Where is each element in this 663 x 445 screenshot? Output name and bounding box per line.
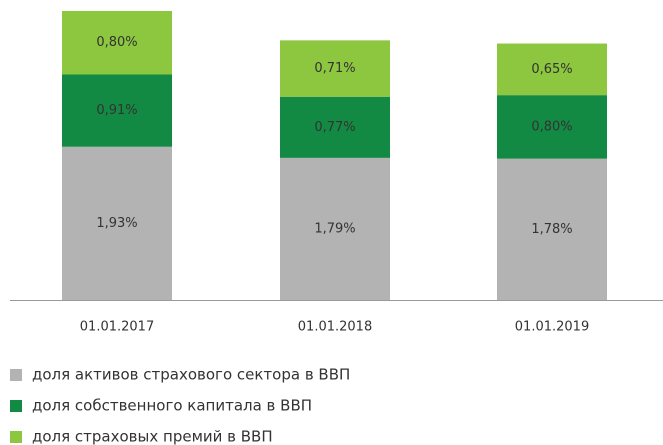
value-label: 0,80%	[96, 35, 137, 50]
legend-label: доля страховых премий в ВВП	[32, 428, 273, 445]
x-tick-label: 01.01.2018	[298, 320, 372, 335]
bar-segment	[62, 10, 172, 75]
x-tick-label: 01.01.2017	[80, 320, 154, 335]
bar-segment	[62, 74, 172, 147]
value-label: 1,93%	[96, 216, 137, 231]
legend-swatch	[10, 369, 22, 381]
bar-segment	[497, 158, 607, 300]
bar-segment	[497, 43, 607, 96]
x-tick-label: 01.01.2019	[515, 320, 589, 335]
value-label: 0,65%	[531, 62, 572, 77]
value-label: 0,77%	[314, 120, 355, 135]
legend-label: доля собственного капитала в ВВП	[32, 397, 312, 415]
value-label: 0,91%	[96, 103, 137, 118]
bar-segment	[280, 96, 390, 158]
bar-segment	[497, 95, 607, 159]
value-label: 1,78%	[531, 222, 572, 237]
value-label: 0,71%	[314, 61, 355, 76]
value-label: 1,79%	[314, 221, 355, 236]
legend-swatch	[10, 431, 22, 443]
bar-segment	[280, 40, 390, 97]
legend-label: доля активов страхового сектора в ВВП	[32, 366, 350, 384]
bar-segment	[62, 146, 172, 300]
legend-swatch	[10, 400, 22, 412]
bar-segment	[280, 157, 390, 300]
value-label: 0,80%	[531, 119, 572, 134]
